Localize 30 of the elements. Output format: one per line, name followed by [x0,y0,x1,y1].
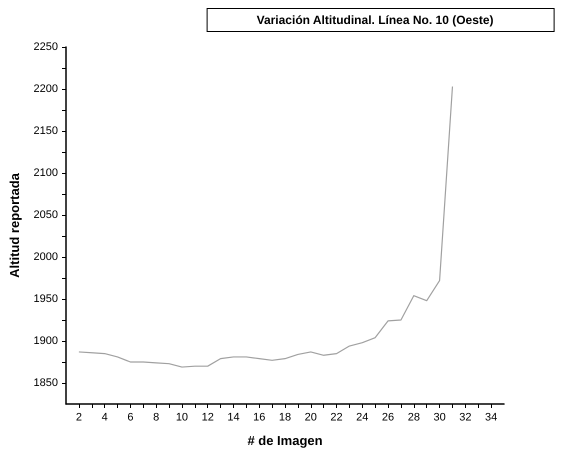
y-tick-label: 2150 [34,125,58,137]
x-tick-label: 4 [102,412,108,424]
x-tick-label: 32 [459,412,472,424]
y-axis-title: Altitud reportada [7,172,22,278]
y-tick-label: 2050 [34,209,58,221]
line-series [78,86,454,368]
x-tick-label: 8 [153,412,160,424]
y-tick-label: 1850 [34,377,58,389]
x-tick-label: 18 [278,412,292,424]
x-tick-label: 34 [484,412,498,424]
x-tick-label: 10 [176,412,188,424]
y-tick-label: 2000 [34,251,58,263]
x-tick-label: 14 [227,412,240,424]
y-tick-label: 2250 [34,41,58,53]
chart-title: Variación Altitudinal. Línea No. 10 (Oeste) [256,13,494,27]
x-tick-label: 20 [304,412,317,424]
x-tick-label: 2 [76,412,82,424]
x-tick-label: 6 [127,412,134,424]
x-tick-label: 24 [356,412,368,424]
x-tick-label: 30 [433,412,446,424]
x-tick-label: 12 [202,412,214,424]
x-tick-label: 22 [330,412,343,424]
y-tick-label: 1900 [34,335,58,347]
y-tick-label: 2200 [34,83,58,95]
x-axis-title: # de Imagen [247,433,323,448]
x-tick-label: 26 [382,412,394,424]
x-tick-label: 28 [408,412,420,424]
y-tick-label: 1950 [34,293,58,305]
y-tick-label: 2100 [34,167,58,179]
x-tick-label: 16 [253,412,266,424]
